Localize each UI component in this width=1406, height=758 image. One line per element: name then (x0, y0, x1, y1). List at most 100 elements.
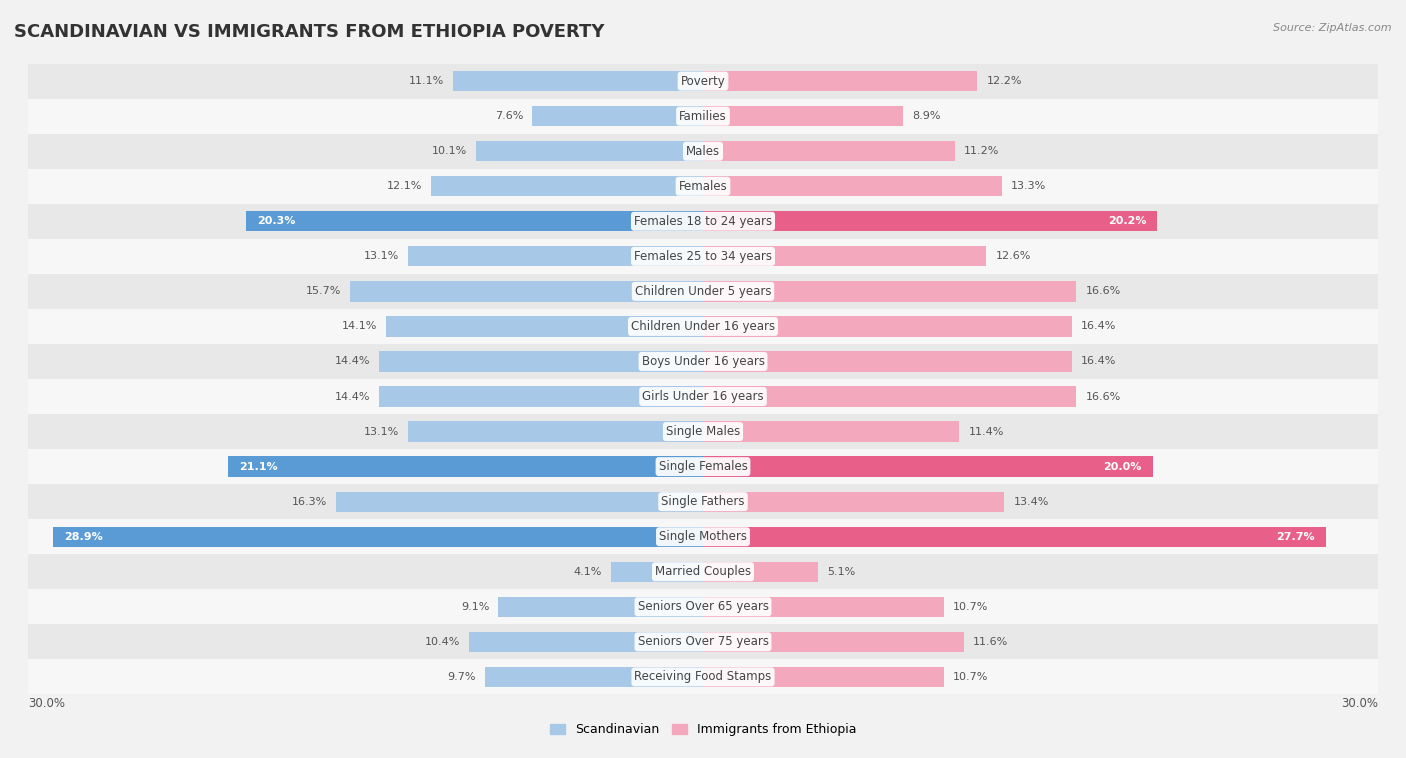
Bar (703, 351, 1071, 371)
Text: Boys Under 16 years: Boys Under 16 years (641, 355, 765, 368)
Text: 11.6%: 11.6% (973, 637, 1008, 647)
Bar (28, 274, 1378, 309)
Text: Source: ZipAtlas.com: Source: ZipAtlas.com (1274, 23, 1392, 33)
Bar (703, 246, 987, 267)
Bar (28, 133, 1378, 169)
Bar (28, 484, 1378, 519)
Text: Single Mothers: Single Mothers (659, 530, 747, 543)
Bar (703, 176, 1002, 196)
Bar (53, 527, 703, 547)
Text: 20.0%: 20.0% (1104, 462, 1142, 471)
Text: 9.1%: 9.1% (461, 602, 489, 612)
Text: 10.7%: 10.7% (953, 672, 988, 682)
Bar (703, 106, 903, 127)
Bar (408, 246, 703, 267)
Text: 16.4%: 16.4% (1081, 321, 1116, 331)
Text: 28.9%: 28.9% (65, 531, 103, 542)
Text: 5.1%: 5.1% (827, 567, 855, 577)
Text: 9.7%: 9.7% (447, 672, 475, 682)
Bar (28, 589, 1378, 625)
Bar (703, 421, 959, 442)
Text: 10.1%: 10.1% (432, 146, 467, 156)
Bar (485, 667, 703, 687)
Bar (703, 281, 1077, 302)
Bar (28, 379, 1378, 414)
Bar (703, 211, 1157, 231)
Text: Girls Under 16 years: Girls Under 16 years (643, 390, 763, 403)
Text: 10.7%: 10.7% (953, 602, 988, 612)
Text: 12.1%: 12.1% (387, 181, 422, 191)
Bar (380, 387, 703, 407)
Legend: Scandinavian, Immigrants from Ethiopia: Scandinavian, Immigrants from Ethiopia (546, 718, 860, 741)
Text: 13.3%: 13.3% (1011, 181, 1046, 191)
Bar (385, 316, 703, 337)
Text: 7.6%: 7.6% (495, 111, 523, 121)
Bar (475, 141, 703, 161)
Bar (703, 667, 943, 687)
Text: 16.6%: 16.6% (1085, 392, 1121, 402)
Text: 20.3%: 20.3% (257, 216, 295, 227)
Text: 8.9%: 8.9% (912, 111, 941, 121)
Text: Males: Males (686, 145, 720, 158)
Bar (28, 449, 1378, 484)
Bar (703, 527, 1326, 547)
Text: Receiving Food Stamps: Receiving Food Stamps (634, 670, 772, 684)
Text: 11.2%: 11.2% (965, 146, 1000, 156)
Text: Females 18 to 24 years: Females 18 to 24 years (634, 215, 772, 228)
Bar (350, 281, 703, 302)
Bar (336, 491, 703, 512)
Bar (228, 456, 703, 477)
Text: 16.6%: 16.6% (1085, 287, 1121, 296)
Text: Single Fathers: Single Fathers (661, 495, 745, 508)
Text: 16.4%: 16.4% (1081, 356, 1116, 366)
Text: SCANDINAVIAN VS IMMIGRANTS FROM ETHIOPIA POVERTY: SCANDINAVIAN VS IMMIGRANTS FROM ETHIOPIA… (14, 23, 605, 41)
Bar (703, 597, 943, 617)
Text: Poverty: Poverty (681, 74, 725, 88)
Text: 20.2%: 20.2% (1108, 216, 1146, 227)
Text: Seniors Over 65 years: Seniors Over 65 years (637, 600, 769, 613)
Text: 27.7%: 27.7% (1277, 531, 1315, 542)
Bar (380, 351, 703, 371)
Bar (28, 204, 1378, 239)
Text: 11.1%: 11.1% (409, 76, 444, 86)
Bar (430, 176, 703, 196)
Bar (703, 631, 965, 652)
Bar (470, 631, 703, 652)
Text: Single Females: Single Females (658, 460, 748, 473)
Bar (703, 141, 955, 161)
Bar (453, 71, 703, 91)
Text: 13.4%: 13.4% (1014, 496, 1049, 506)
Bar (28, 519, 1378, 554)
Text: 14.4%: 14.4% (335, 392, 370, 402)
Text: 16.3%: 16.3% (292, 496, 328, 506)
Bar (703, 316, 1071, 337)
Text: Children Under 5 years: Children Under 5 years (634, 285, 772, 298)
Text: 11.4%: 11.4% (969, 427, 1004, 437)
Bar (28, 344, 1378, 379)
Text: Married Couples: Married Couples (655, 565, 751, 578)
Bar (28, 239, 1378, 274)
Bar (28, 169, 1378, 204)
Text: Females: Females (679, 180, 727, 193)
Bar (28, 625, 1378, 659)
Bar (703, 387, 1077, 407)
Text: 14.1%: 14.1% (342, 321, 377, 331)
Text: 12.2%: 12.2% (987, 76, 1022, 86)
Bar (28, 414, 1378, 449)
Bar (28, 99, 1378, 133)
Text: Seniors Over 75 years: Seniors Over 75 years (637, 635, 769, 648)
Text: 4.1%: 4.1% (574, 567, 602, 577)
Bar (408, 421, 703, 442)
Bar (28, 659, 1378, 694)
Text: Single Males: Single Males (666, 425, 740, 438)
Text: Females 25 to 34 years: Females 25 to 34 years (634, 250, 772, 263)
Bar (703, 71, 977, 91)
Bar (703, 491, 1004, 512)
Bar (28, 64, 1378, 99)
Text: 13.1%: 13.1% (364, 252, 399, 262)
Bar (703, 562, 818, 582)
Bar (610, 562, 703, 582)
Bar (703, 456, 1153, 477)
Text: Families: Families (679, 110, 727, 123)
Text: 30.0%: 30.0% (1341, 697, 1378, 709)
